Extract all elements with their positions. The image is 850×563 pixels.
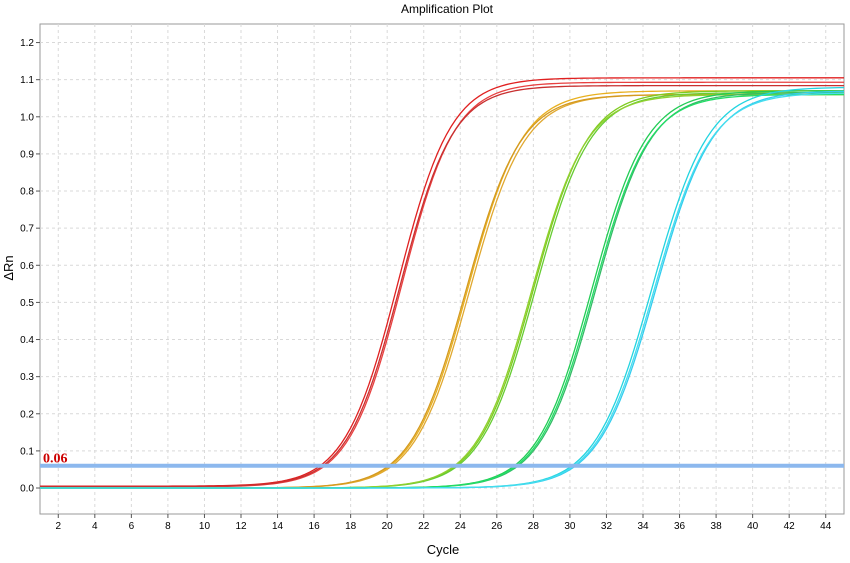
y-tick-label: 0.4	[20, 335, 34, 346]
y-axis: 0.0 0.1 0.2 0.3 0.4 0.5 0.6 0.7 0.8 0.9 1.0 1.1 1.2	[20, 38, 40, 495]
x-tick-label: 12	[235, 521, 247, 532]
x-tick-label: 6	[129, 521, 135, 532]
y-tick-label: 0.6	[20, 261, 34, 272]
x-axis: 2 4 6 8 10 12 14 16 18 20 22 24 26 28 30 32 34 36 38 40 42 44	[55, 514, 832, 532]
x-tick-label: 2	[55, 521, 61, 532]
y-tick-label: 0.8	[20, 187, 34, 198]
x-tick-label: 44	[820, 521, 832, 532]
x-tick-label: 14	[272, 521, 284, 532]
x-tick-label: 16	[309, 521, 321, 532]
x-tick-label: 38	[711, 521, 723, 532]
gridlines	[40, 24, 844, 514]
x-tick-label: 32	[601, 521, 613, 532]
x-tick-label: 26	[491, 521, 503, 532]
x-tick-label: 8	[165, 521, 171, 532]
x-tick-label: 36	[674, 521, 686, 532]
x-axis-label: Cycle	[427, 542, 460, 557]
x-tick-label: 4	[92, 521, 98, 532]
y-tick-label: 0.9	[20, 149, 34, 160]
x-tick-label: 30	[564, 521, 576, 532]
y-tick-label: 0.0	[20, 484, 34, 495]
x-tick-label: 22	[418, 521, 430, 532]
threshold: 0.06	[40, 452, 844, 468]
x-tick-label: 20	[382, 521, 394, 532]
y-tick-label: 0.3	[20, 372, 34, 383]
x-tick-label: 10	[199, 521, 211, 532]
series-curve-15	[40, 92, 845, 489]
x-tick-label: 40	[747, 521, 759, 532]
y-tick-label: 1.0	[20, 112, 34, 123]
series-curves	[40, 77, 845, 489]
chart-title: Amplification Plot	[401, 2, 494, 16]
x-tick-label: 18	[345, 521, 357, 532]
y-tick-label: 0.1	[20, 446, 34, 457]
y-tick-label: 0.5	[20, 298, 34, 309]
y-tick-label: 0.7	[20, 224, 34, 235]
x-tick-label: 28	[528, 521, 540, 532]
y-tick-label: 0.2	[20, 409, 34, 420]
threshold-label: 0.06	[43, 452, 68, 467]
plot-area	[39, 23, 845, 515]
y-tick-label: 1.1	[20, 75, 34, 86]
x-tick-label: 24	[455, 521, 467, 532]
y-axis-label: ΔRn	[1, 255, 16, 280]
series-curve-3	[40, 84, 844, 488]
x-tick-label: 42	[784, 521, 796, 532]
y-tick-label: 1.2	[20, 38, 34, 49]
x-tick-label: 34	[637, 521, 649, 532]
